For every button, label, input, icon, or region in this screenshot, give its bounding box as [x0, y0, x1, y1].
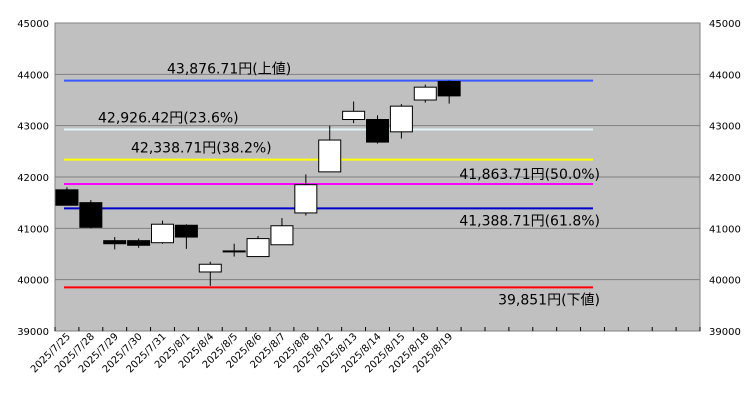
candle-body [151, 223, 174, 244]
candle-body [342, 110, 366, 121]
y-tick-label-right: 45000 [709, 19, 741, 30]
candle-body [389, 105, 413, 133]
level-label: 42,338.71円(38.2%) [131, 141, 272, 157]
y-tick-label-right: 42000 [709, 173, 741, 184]
y-tick-label-right: 41000 [709, 224, 741, 235]
y-tick-label-left: 39000 [17, 327, 49, 338]
candle-body [198, 263, 222, 273]
y-tick-label-left: 42000 [17, 173, 49, 184]
candle-body [366, 119, 389, 143]
candle-body [246, 238, 270, 258]
y-tick-label-right: 44000 [709, 70, 741, 81]
y-tick-label-right: 43000 [709, 122, 741, 133]
candle-body [127, 240, 151, 246]
level-label: 41,863.71円(50.0%) [459, 167, 600, 183]
level-label: 43,876.71円(上値) [167, 62, 291, 78]
candle-body [437, 81, 461, 97]
candles [55, 80, 461, 286]
level-label: 39,851円(下値) [498, 292, 600, 308]
y-tick-label-left: 43000 [17, 122, 49, 133]
level-label: 41,388.71円(61.8%) [459, 213, 600, 229]
candle-body [318, 139, 342, 173]
candle-body [294, 184, 318, 214]
candle-body [79, 202, 103, 228]
y-tick-label-right: 39000 [709, 327, 741, 338]
candle-body [103, 240, 127, 245]
y-tick-label-right: 40000 [709, 276, 741, 287]
level-label: 42,926.42円(23.6%) [98, 110, 239, 126]
candle-body [413, 86, 437, 101]
y-tick-label-left: 45000 [17, 19, 49, 30]
y-tick-label-left: 44000 [17, 70, 49, 81]
y-tick-label-left: 41000 [17, 224, 49, 235]
level-lines: 43,876.71円(上値) 42,926.42円(23.6%) 42,338.71… [64, 62, 600, 308]
candle-body [174, 224, 198, 238]
candle-body [270, 225, 294, 246]
candle-body [55, 189, 79, 206]
y-tick-label-left: 40000 [17, 276, 49, 287]
candle-body [222, 250, 246, 253]
